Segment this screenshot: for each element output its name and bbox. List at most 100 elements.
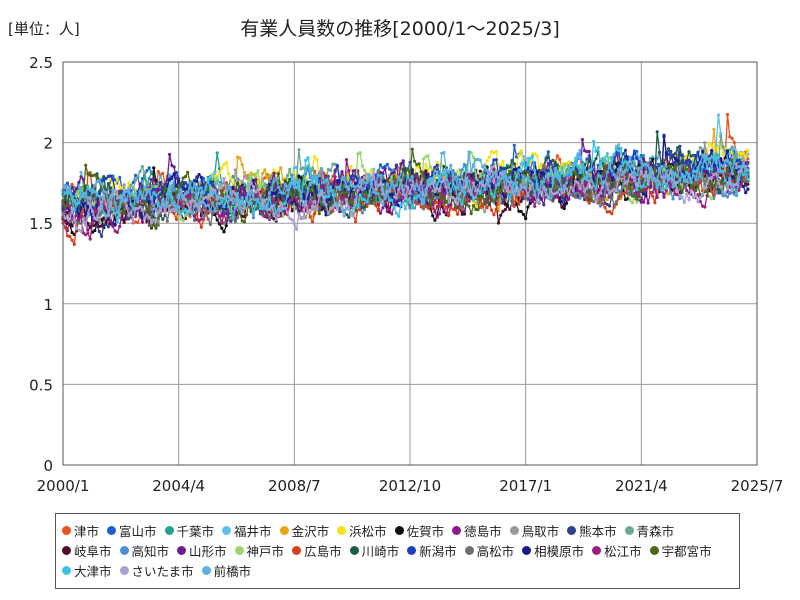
series-point — [211, 173, 215, 177]
series-point — [646, 201, 650, 205]
series-point — [227, 172, 231, 176]
series-point — [712, 127, 716, 131]
series-point — [360, 164, 364, 168]
series-point — [147, 166, 151, 170]
series-point — [136, 220, 140, 225]
series-point — [648, 191, 653, 195]
series-point — [587, 201, 591, 205]
series-point — [290, 209, 294, 213]
series-point — [115, 177, 119, 181]
series-point — [363, 168, 367, 173]
series-point — [710, 143, 714, 147]
series-point — [392, 171, 396, 175]
series-point — [136, 175, 140, 179]
series-point — [614, 144, 619, 148]
series-point — [154, 184, 158, 189]
series-point — [730, 136, 734, 140]
series-point — [555, 154, 560, 158]
chart-title: 有業人員数の推移[2000/1～2025/3] — [240, 18, 560, 40]
series-point — [292, 170, 296, 174]
series-point — [79, 170, 83, 174]
series-point — [70, 231, 74, 235]
series-point — [104, 220, 108, 224]
series-point — [63, 226, 67, 230]
series-point — [587, 149, 591, 153]
series-point — [567, 160, 571, 164]
series-point — [152, 166, 156, 170]
series-point — [217, 171, 222, 175]
series-point — [528, 201, 532, 205]
series-point — [628, 198, 632, 202]
series-point — [564, 163, 569, 167]
series-point — [669, 191, 673, 195]
unit-label: [単位：人] — [8, 20, 80, 38]
series-point — [70, 182, 74, 186]
series-point — [224, 160, 228, 164]
series-point — [215, 151, 219, 155]
series-point — [712, 193, 716, 197]
series-point — [508, 207, 512, 211]
series-point — [349, 164, 353, 169]
series-point — [233, 168, 237, 172]
series-point — [460, 212, 464, 216]
series-point — [478, 172, 482, 176]
series-point — [546, 150, 550, 154]
series-point — [710, 189, 714, 193]
series-point — [462, 162, 466, 167]
series-point — [462, 209, 466, 213]
series-point — [605, 202, 609, 207]
series-point — [111, 174, 115, 178]
series-point — [712, 145, 716, 149]
series-point — [521, 212, 526, 216]
series-point — [399, 162, 403, 166]
series-point — [651, 194, 655, 198]
series-point — [256, 169, 260, 173]
series-point — [721, 153, 725, 157]
series-point — [93, 223, 97, 227]
series-point — [143, 171, 147, 175]
series-point — [168, 152, 172, 157]
series-point — [623, 148, 628, 152]
series-point — [129, 183, 133, 187]
series-point — [340, 170, 344, 174]
series-point — [272, 171, 276, 175]
series-point — [344, 158, 349, 162]
series-point — [354, 220, 358, 224]
series-point — [578, 196, 582, 200]
series-point — [725, 195, 730, 199]
series-point — [360, 211, 364, 215]
series-point — [741, 151, 746, 156]
series-point — [456, 212, 460, 216]
series-point — [310, 220, 315, 224]
series-point — [385, 162, 389, 166]
series-point — [224, 224, 228, 228]
series-layer — [61, 112, 750, 247]
series-point — [501, 201, 505, 205]
series-point — [449, 203, 453, 207]
series-point — [263, 176, 267, 180]
series-point — [138, 182, 142, 186]
series-point — [519, 209, 523, 213]
series-point — [236, 179, 240, 183]
series-point — [158, 180, 163, 185]
series-point — [585, 198, 589, 202]
series-point — [134, 178, 138, 182]
series-point — [490, 208, 494, 212]
series-point — [503, 208, 507, 212]
series-point — [601, 202, 605, 206]
series-point — [703, 141, 707, 145]
series-point — [215, 218, 219, 222]
series-point — [261, 182, 265, 186]
series-point — [515, 202, 519, 206]
series-point — [299, 176, 303, 180]
series-point — [331, 162, 335, 166]
series-point — [145, 169, 149, 173]
series-point — [261, 171, 265, 175]
series-point — [122, 183, 126, 187]
series-point — [127, 181, 131, 185]
series-point — [721, 145, 725, 149]
series-point — [519, 149, 523, 153]
series-point — [526, 205, 530, 209]
series-point — [263, 168, 267, 172]
series-point — [517, 202, 521, 206]
